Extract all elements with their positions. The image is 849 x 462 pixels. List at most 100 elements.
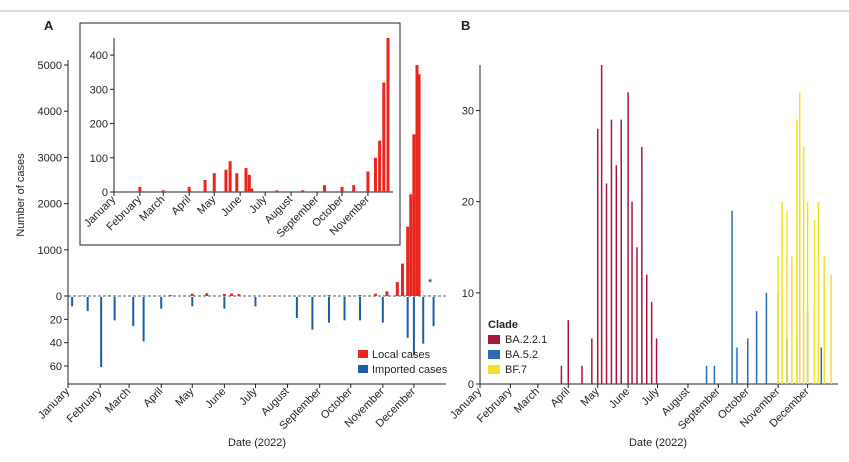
panel-a-imported-ytick-label: 20 (50, 314, 62, 326)
panel-a-annotation: * (428, 277, 433, 289)
inset-bar-local-case (378, 140, 382, 192)
bar-local-case (327, 295, 331, 296)
panel-b-xlabel: Date (2022) (629, 437, 687, 449)
bar-imported-case (406, 297, 409, 338)
panel-a-ytick-label: 5000 (38, 60, 62, 72)
panel-a-legend: Local cases Imported cases (358, 349, 448, 376)
bar-ba221 (631, 201, 633, 384)
panel-b-ytick-label: 0 (468, 379, 474, 391)
legend-swatch-ba52 (488, 350, 500, 359)
inset-bar-local-case (244, 168, 248, 192)
bar-ba221 (620, 119, 622, 384)
bar-local-case (169, 295, 173, 296)
bar-imported-case (311, 297, 314, 330)
bar-imported-case (71, 297, 74, 307)
inset-ytick-label: 400 (90, 50, 108, 62)
bar-local-case (385, 291, 389, 296)
panel-b-bars (560, 65, 832, 384)
bar-imported-case (191, 297, 194, 307)
panel-a-xtick-label-march: March (103, 386, 133, 416)
legend-title-clade: Clade (488, 319, 518, 331)
legend-label-ba221: BA.2.2.1 (505, 334, 547, 346)
inset-bars (138, 38, 390, 192)
bar-ba221 (610, 119, 613, 384)
inset-bar-local-case (228, 161, 232, 192)
bar-bf7 (798, 92, 801, 384)
bar-bf7 (806, 201, 809, 384)
bar-bf7 (817, 201, 820, 384)
bar-imported-case (254, 297, 257, 307)
bar-ba221 (627, 92, 629, 384)
panel-a-ytick-label: 3000 (38, 152, 62, 164)
inset-bar-local-case (161, 190, 165, 192)
panel-a-xtick-label-july: July (237, 385, 260, 408)
panel-a-y-ticks: 0 1000 2000 3000 4000 5000 20 40 60 (38, 60, 68, 373)
legend-label-imported: Imported cases (372, 364, 448, 376)
legend-swatch-bf7 (488, 365, 500, 374)
bar-ba52 (713, 365, 716, 384)
panel-b-xtick-label-july: July (639, 385, 662, 408)
bar-ba52 (765, 292, 768, 384)
inset-bar-local-case (275, 190, 279, 192)
bar-local-case (417, 74, 421, 297)
legend-label-local: Local cases (372, 349, 431, 361)
panel-b-xtick-label-april: April (548, 386, 572, 410)
inset-bar-local-case (224, 169, 228, 192)
bar-ba52 (820, 347, 823, 384)
inset-ytick-label: 200 (90, 119, 108, 131)
bar-bf7 (781, 201, 783, 384)
panel-b-ytick-label: 10 (462, 288, 474, 300)
bar-ba52 (736, 347, 738, 384)
panel-b-letter: B (461, 18, 470, 33)
bar-imported-case (422, 297, 425, 344)
inset-bar-local-case (247, 174, 251, 192)
panel-b-y-ticks: 0 10 20 30 (462, 106, 480, 391)
bar-imported-case (160, 297, 163, 309)
legend-swatch-imported (358, 365, 368, 373)
inset-bar-local-case (366, 171, 370, 192)
bar-ba221 (596, 128, 599, 384)
inset-bar-local-case (187, 186, 191, 192)
bar-ba52 (755, 311, 758, 384)
inset-bar-local-case (323, 185, 327, 192)
inset-bar-local-case (373, 157, 377, 192)
panel-a-imported-ytick-label: 40 (50, 338, 62, 350)
inset-bar-local-case (250, 188, 254, 192)
bar-ba221 (636, 247, 638, 384)
bar-bf7 (777, 256, 779, 384)
legend-swatch-ba221 (488, 335, 500, 344)
panel-a-xtick-label-april: April (141, 386, 165, 410)
bar-imported-case (113, 297, 116, 321)
bar-ba221 (560, 365, 563, 384)
inset-y-ticks: 0 100 200 300 400 (90, 50, 114, 199)
panel-a-letter: A (44, 18, 54, 33)
inset-ytick-label: 100 (90, 153, 108, 165)
bar-imported-case (142, 297, 145, 342)
bar-imported-case (223, 297, 226, 309)
inset-bar-local-case (382, 82, 386, 192)
bar-imported-case (132, 297, 135, 327)
bar-ba221 (605, 183, 608, 384)
bar-imported-case (412, 297, 415, 356)
panel-a-xtick-label-june: June (203, 386, 228, 411)
bar-local-case (374, 293, 378, 296)
bar-local-case (230, 293, 234, 296)
panel-b-xtick-label-march: March (512, 386, 542, 416)
bar-imported-case (432, 297, 435, 327)
panel-a-xtick-label-may: May (173, 385, 197, 409)
bar-bf7 (813, 219, 816, 384)
inset-ytick-label: 0 (102, 187, 108, 199)
bar-ba221 (591, 338, 593, 384)
inset-bar-local-case (235, 173, 239, 192)
bar-local-case (395, 282, 399, 296)
bar-ba221 (655, 338, 658, 384)
bar-ba221 (600, 65, 603, 384)
inset-bar-local-case (386, 38, 390, 192)
bar-local-case (415, 65, 419, 296)
bar-bf7 (791, 256, 793, 384)
bar-bf7 (786, 210, 788, 384)
